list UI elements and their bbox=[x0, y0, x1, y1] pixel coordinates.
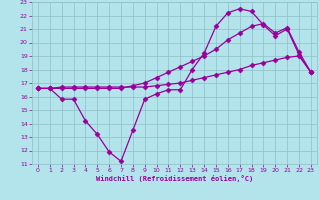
X-axis label: Windchill (Refroidissement éolien,°C): Windchill (Refroidissement éolien,°C) bbox=[96, 175, 253, 182]
